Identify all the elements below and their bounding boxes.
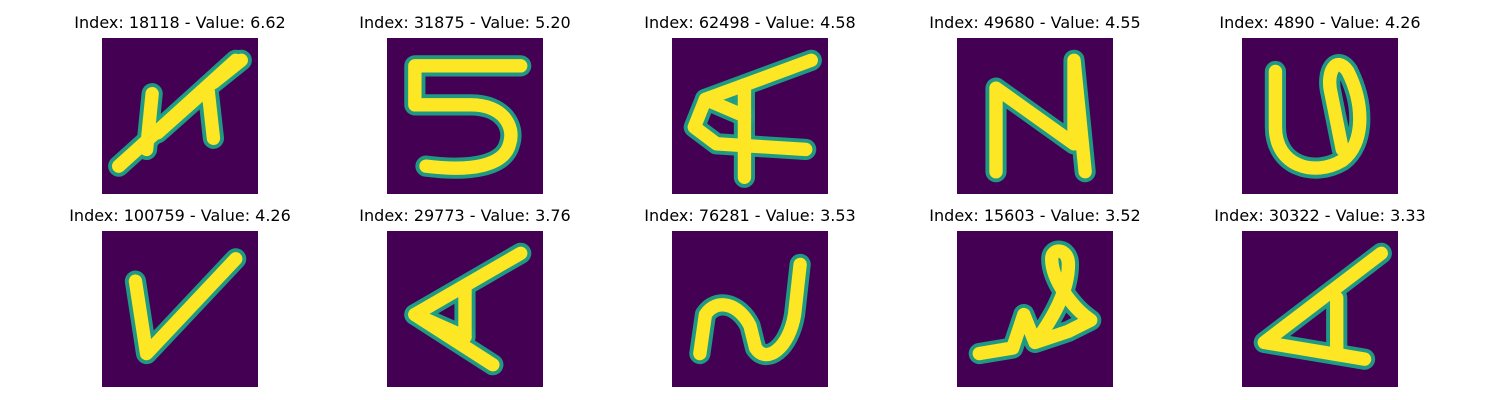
panel-title: Index: 29773 - Value: 3.76 [359,206,571,225]
panel-title: Index: 100759 - Value: 4.26 [69,206,291,225]
panel-title: Index: 4890 - Value: 4.26 [1219,13,1421,32]
panel-title: Index: 62498 - Value: 4.58 [644,13,856,32]
handwritten-character-image [672,38,828,194]
panel-title: Index: 15603 - Value: 3.52 [929,206,1141,225]
handwritten-character-image [102,38,258,194]
handwritten-character-image [102,231,258,387]
image-panel: Index: 76281 - Value: 3.53 [615,207,885,392]
handwritten-character-image [387,38,543,194]
handwritten-character-image [957,38,1113,194]
image-panel: Index: 4890 - Value: 4.26 [1185,14,1455,199]
image-panel: Index: 15603 - Value: 3.52 [900,207,1170,392]
image-panel: Index: 100759 - Value: 4.26 [45,207,315,392]
panel-title: Index: 76281 - Value: 3.53 [644,206,856,225]
handwritten-character-image [957,231,1113,387]
panel-title: Index: 30322 - Value: 3.33 [1214,206,1426,225]
image-panel: Index: 18118 - Value: 6.62 [45,14,315,199]
handwritten-character-image [1242,38,1398,194]
panel-title: Index: 31875 - Value: 5.20 [359,13,571,32]
handwritten-character-image [1242,231,1398,387]
panel-title: Index: 18118 - Value: 6.62 [74,13,286,32]
panel-title: Index: 49680 - Value: 4.55 [929,13,1141,32]
handwritten-character-image [672,231,828,387]
handwritten-character-image [387,231,543,387]
image-panel: Index: 62498 - Value: 4.58 [615,14,885,199]
image-panel: Index: 29773 - Value: 3.76 [330,207,600,392]
image-panel: Index: 49680 - Value: 4.55 [900,14,1170,199]
image-panel: Index: 31875 - Value: 5.20 [330,14,600,199]
image-panel: Index: 30322 - Value: 3.33 [1185,207,1455,392]
